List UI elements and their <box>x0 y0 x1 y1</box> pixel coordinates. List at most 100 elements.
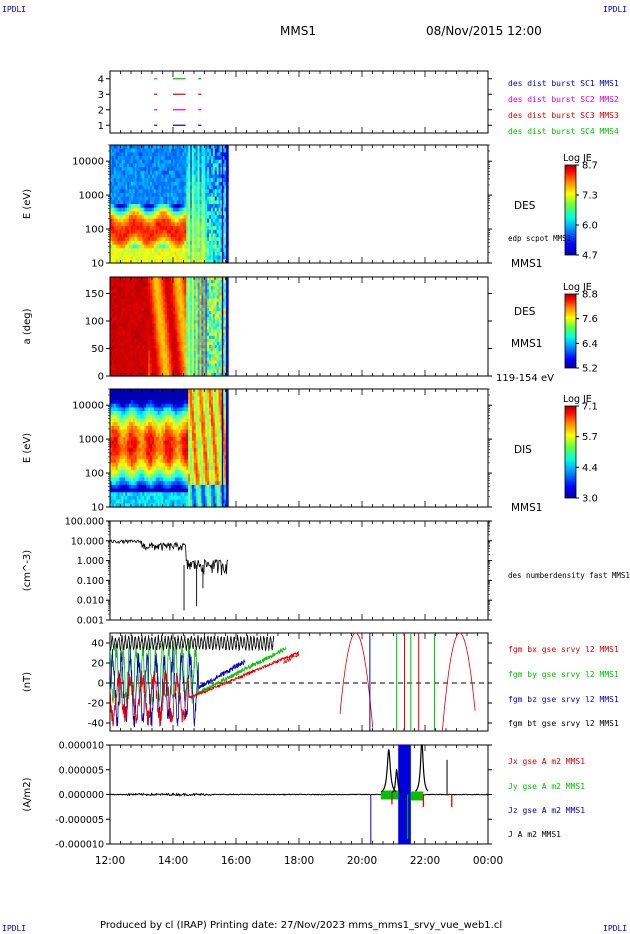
heatmap-cell <box>205 307 208 312</box>
heatmap-cell <box>218 226 222 231</box>
heatmap-cell <box>190 240 193 246</box>
heatmap-cell <box>129 462 132 468</box>
heatmap-cell <box>201 170 204 176</box>
heatmap-cell <box>212 320 216 324</box>
heatmap-cell <box>132 148 136 153</box>
heatmap-cell <box>148 301 151 306</box>
heatmap-cell <box>151 170 155 176</box>
heatmap-cell <box>123 289 126 294</box>
heatmap-cell <box>121 492 124 497</box>
heatmap-cell <box>172 307 176 312</box>
heatmap-cell <box>207 259 210 264</box>
heatmap-cell <box>138 332 142 337</box>
heatmap-cell <box>136 326 140 331</box>
heatmap-cell <box>224 298 227 303</box>
heatmap-cell <box>136 178 140 183</box>
heatmap-cell <box>172 204 176 209</box>
heatmap-cell <box>201 332 204 337</box>
heatmap-cell <box>176 237 180 242</box>
heatmap-cell <box>199 351 203 355</box>
heatmap-cell <box>110 433 113 438</box>
heatmap-cell <box>159 185 163 190</box>
heatmap-cell <box>136 440 140 445</box>
heatmap-cell <box>188 170 191 176</box>
heatmap-cell <box>203 200 206 205</box>
heatmap-cell <box>140 326 143 331</box>
heatmap-cell <box>201 338 204 343</box>
heatmap-cell <box>125 286 128 290</box>
heatmap-cell <box>129 341 132 346</box>
heatmap-cell <box>138 215 142 220</box>
heatmap-cell <box>111 192 115 198</box>
heatmap-cell <box>150 251 153 257</box>
heatmap-cell <box>159 189 163 194</box>
heatmap-cell <box>123 477 126 482</box>
heatmap-cell <box>146 292 149 297</box>
heatmap-cell <box>191 167 195 172</box>
heatmap-cell <box>151 196 155 201</box>
heatmap-cell <box>153 207 157 212</box>
heatmap-cell <box>176 372 180 377</box>
heatmap-cell <box>142 229 145 235</box>
heatmap-cell <box>125 304 128 309</box>
heatmap-cell <box>176 185 180 190</box>
heatmap-cell <box>167 204 170 209</box>
heatmap-cell <box>214 372 218 377</box>
heatmap-cell <box>176 301 180 306</box>
heatmap-cell <box>184 323 187 328</box>
heatmap-cell <box>182 360 185 365</box>
heatmap-cell <box>136 484 140 490</box>
heatmap-cell <box>153 292 157 297</box>
heatmap-cell <box>111 248 115 253</box>
heatmap-cell <box>163 244 166 249</box>
heatmap-cell <box>205 192 208 198</box>
heatmap-cell <box>134 226 138 231</box>
heatmap-cell <box>117 396 121 401</box>
heatmap-cell <box>167 298 170 303</box>
heatmap-cell <box>182 283 185 287</box>
heatmap-cell <box>180 292 183 297</box>
heatmap-cell <box>178 192 182 198</box>
heatmap-cell <box>169 148 172 153</box>
heatmap-cell <box>115 495 119 501</box>
heatmap-cell <box>134 459 138 464</box>
heatmap-cell <box>216 366 220 371</box>
heatmap-cell <box>134 196 138 201</box>
heatmap-cell <box>214 351 218 355</box>
heatmap-cell <box>148 396 151 401</box>
heatmap-cell <box>224 170 227 176</box>
heatmap-cell <box>178 323 182 328</box>
heatmap-cell <box>150 283 153 287</box>
heatmap-cell <box>184 320 187 324</box>
heatmap-cell <box>142 283 145 287</box>
heatmap-cell <box>125 335 128 340</box>
heatmap-cell <box>142 360 145 365</box>
heatmap-cell <box>180 366 183 371</box>
heatmap-cell <box>157 159 161 165</box>
heatmap-cell <box>134 218 138 224</box>
heatmap-cell <box>186 244 189 249</box>
heatmap-cell <box>220 292 224 297</box>
heatmap-cell <box>125 311 128 315</box>
heatmap-cell <box>193 360 197 365</box>
heatmap-cell <box>146 167 149 172</box>
heatmap-cell <box>132 196 136 201</box>
heatmap-cell <box>167 304 170 309</box>
heatmap-cell <box>134 292 138 297</box>
heatmap-cell <box>224 196 227 201</box>
heatmap-cell <box>125 414 128 420</box>
heatmap-cell <box>205 255 208 260</box>
heatmap-cell <box>180 314 183 318</box>
heatmap-cell <box>125 495 128 501</box>
heatmap-cell <box>165 357 168 362</box>
heatmap-cell <box>218 211 222 216</box>
heatmap-cell <box>138 317 142 321</box>
heatmap-cell <box>182 354 185 359</box>
heatmap-cell <box>155 329 159 334</box>
heatmap-cell <box>129 425 132 431</box>
heatmap-cell <box>220 148 224 153</box>
heatmap-cell <box>127 418 130 423</box>
heatmap-cell <box>157 189 161 194</box>
heatmap-cell <box>111 348 115 352</box>
heatmap-cell <box>212 357 216 362</box>
